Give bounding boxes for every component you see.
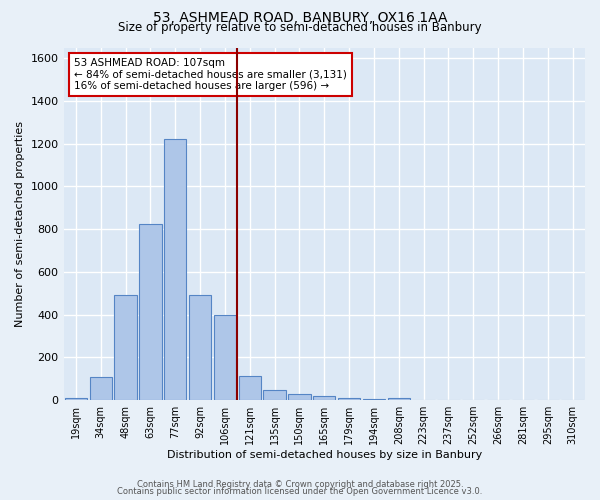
Text: 53 ASHMEAD ROAD: 107sqm
← 84% of semi-detached houses are smaller (3,131)
16% of: 53 ASHMEAD ROAD: 107sqm ← 84% of semi-de… [74,58,347,92]
Bar [89,377,112,400]
Y-axis label: Number of semi-detached properties: Number of semi-detached properties [15,121,25,327]
Bar [288,394,311,400]
Bar [363,398,385,400]
Bar [139,224,161,400]
Bar [214,314,236,400]
Bar [263,390,286,400]
Bar [115,294,137,400]
Text: 53, ASHMEAD ROAD, BANBURY, OX16 1AA: 53, ASHMEAD ROAD, BANBURY, OX16 1AA [153,11,447,25]
Bar [65,398,87,400]
Text: Size of property relative to semi-detached houses in Banbury: Size of property relative to semi-detach… [118,21,482,34]
Bar [164,139,187,400]
Text: Contains HM Land Registry data © Crown copyright and database right 2025.: Contains HM Land Registry data © Crown c… [137,480,463,489]
Bar [388,398,410,400]
Bar [239,376,261,400]
Bar [338,398,360,400]
Bar [189,294,211,400]
Bar [313,396,335,400]
X-axis label: Distribution of semi-detached houses by size in Banbury: Distribution of semi-detached houses by … [167,450,482,460]
Text: Contains public sector information licensed under the Open Government Licence v3: Contains public sector information licen… [118,487,482,496]
